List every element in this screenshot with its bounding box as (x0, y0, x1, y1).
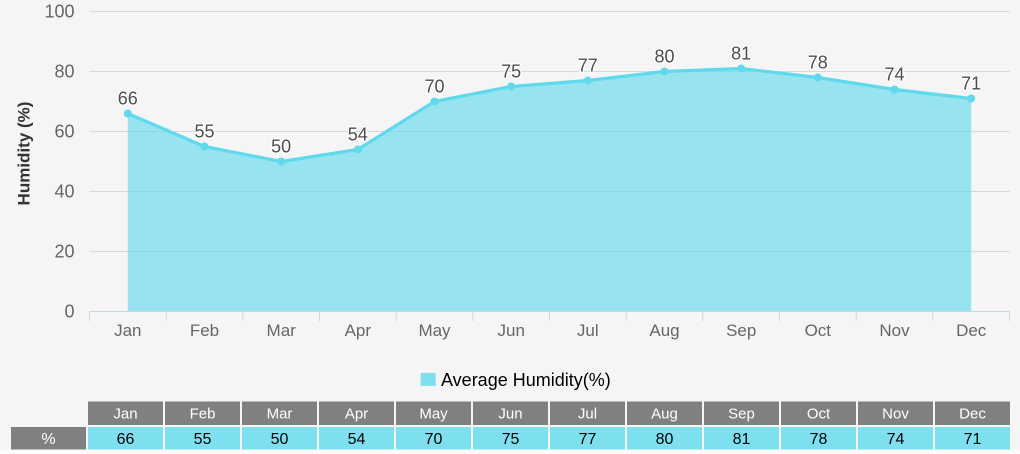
svg-text:May: May (419, 406, 448, 423)
svg-text:Dec: Dec (959, 406, 986, 423)
svg-text:40: 40 (54, 182, 74, 202)
svg-text:55: 55 (194, 431, 212, 448)
svg-text:Average Humidity(%): Average Humidity(%) (441, 370, 611, 390)
svg-text:78: 78 (808, 53, 828, 73)
svg-text:80: 80 (654, 47, 674, 67)
svg-text:Jun: Jun (497, 321, 524, 340)
svg-text:100: 100 (44, 2, 74, 22)
svg-text:50: 50 (271, 431, 289, 448)
svg-text:75: 75 (502, 431, 520, 448)
svg-text:Nov: Nov (882, 406, 909, 423)
svg-text:20: 20 (54, 242, 74, 262)
svg-text:Mar: Mar (267, 321, 297, 340)
svg-text:Jan: Jan (114, 321, 141, 340)
svg-text:74: 74 (887, 431, 905, 448)
svg-text:Humidity (%): Humidity (%) (14, 102, 33, 206)
svg-text:66: 66 (117, 431, 135, 448)
svg-text:81: 81 (733, 431, 751, 448)
svg-text:Feb: Feb (190, 406, 216, 423)
svg-text:Apr: Apr (345, 406, 368, 423)
svg-text:Jul: Jul (578, 406, 597, 423)
svg-text:Oct: Oct (805, 321, 832, 340)
svg-text:Oct: Oct (807, 406, 831, 423)
svg-text:54: 54 (348, 125, 368, 145)
svg-text:70: 70 (424, 77, 444, 97)
svg-text:78: 78 (810, 431, 828, 448)
svg-text:66: 66 (118, 89, 138, 109)
svg-text:May: May (418, 321, 451, 340)
svg-text:50: 50 (271, 137, 291, 157)
svg-text:60: 60 (54, 122, 74, 142)
svg-text:Mar: Mar (267, 406, 293, 423)
svg-text:80: 80 (54, 62, 74, 82)
svg-text:54: 54 (348, 431, 366, 448)
svg-text:Sep: Sep (728, 406, 755, 423)
svg-text:55: 55 (194, 122, 214, 142)
svg-text:Aug: Aug (649, 321, 679, 340)
svg-text:77: 77 (579, 431, 597, 448)
svg-text:80: 80 (656, 431, 674, 448)
svg-text:Apr: Apr (345, 321, 372, 340)
svg-text:0: 0 (64, 302, 74, 322)
svg-text:Dec: Dec (956, 321, 987, 340)
svg-text:77: 77 (578, 56, 598, 76)
svg-text:81: 81 (731, 44, 751, 64)
svg-text:70: 70 (425, 431, 443, 448)
svg-text:71: 71 (961, 74, 981, 94)
svg-text:71: 71 (964, 431, 982, 448)
svg-text:Jul: Jul (577, 321, 599, 340)
svg-text:Nov: Nov (879, 321, 910, 340)
svg-text:75: 75 (501, 62, 521, 82)
svg-text:74: 74 (884, 65, 904, 85)
svg-text:Jun: Jun (498, 406, 522, 423)
svg-text:Sep: Sep (726, 321, 756, 340)
svg-text:Jan: Jan (113, 406, 137, 423)
svg-text:Feb: Feb (190, 321, 219, 340)
svg-text:%: % (41, 431, 55, 448)
svg-text:Aug: Aug (651, 406, 678, 423)
